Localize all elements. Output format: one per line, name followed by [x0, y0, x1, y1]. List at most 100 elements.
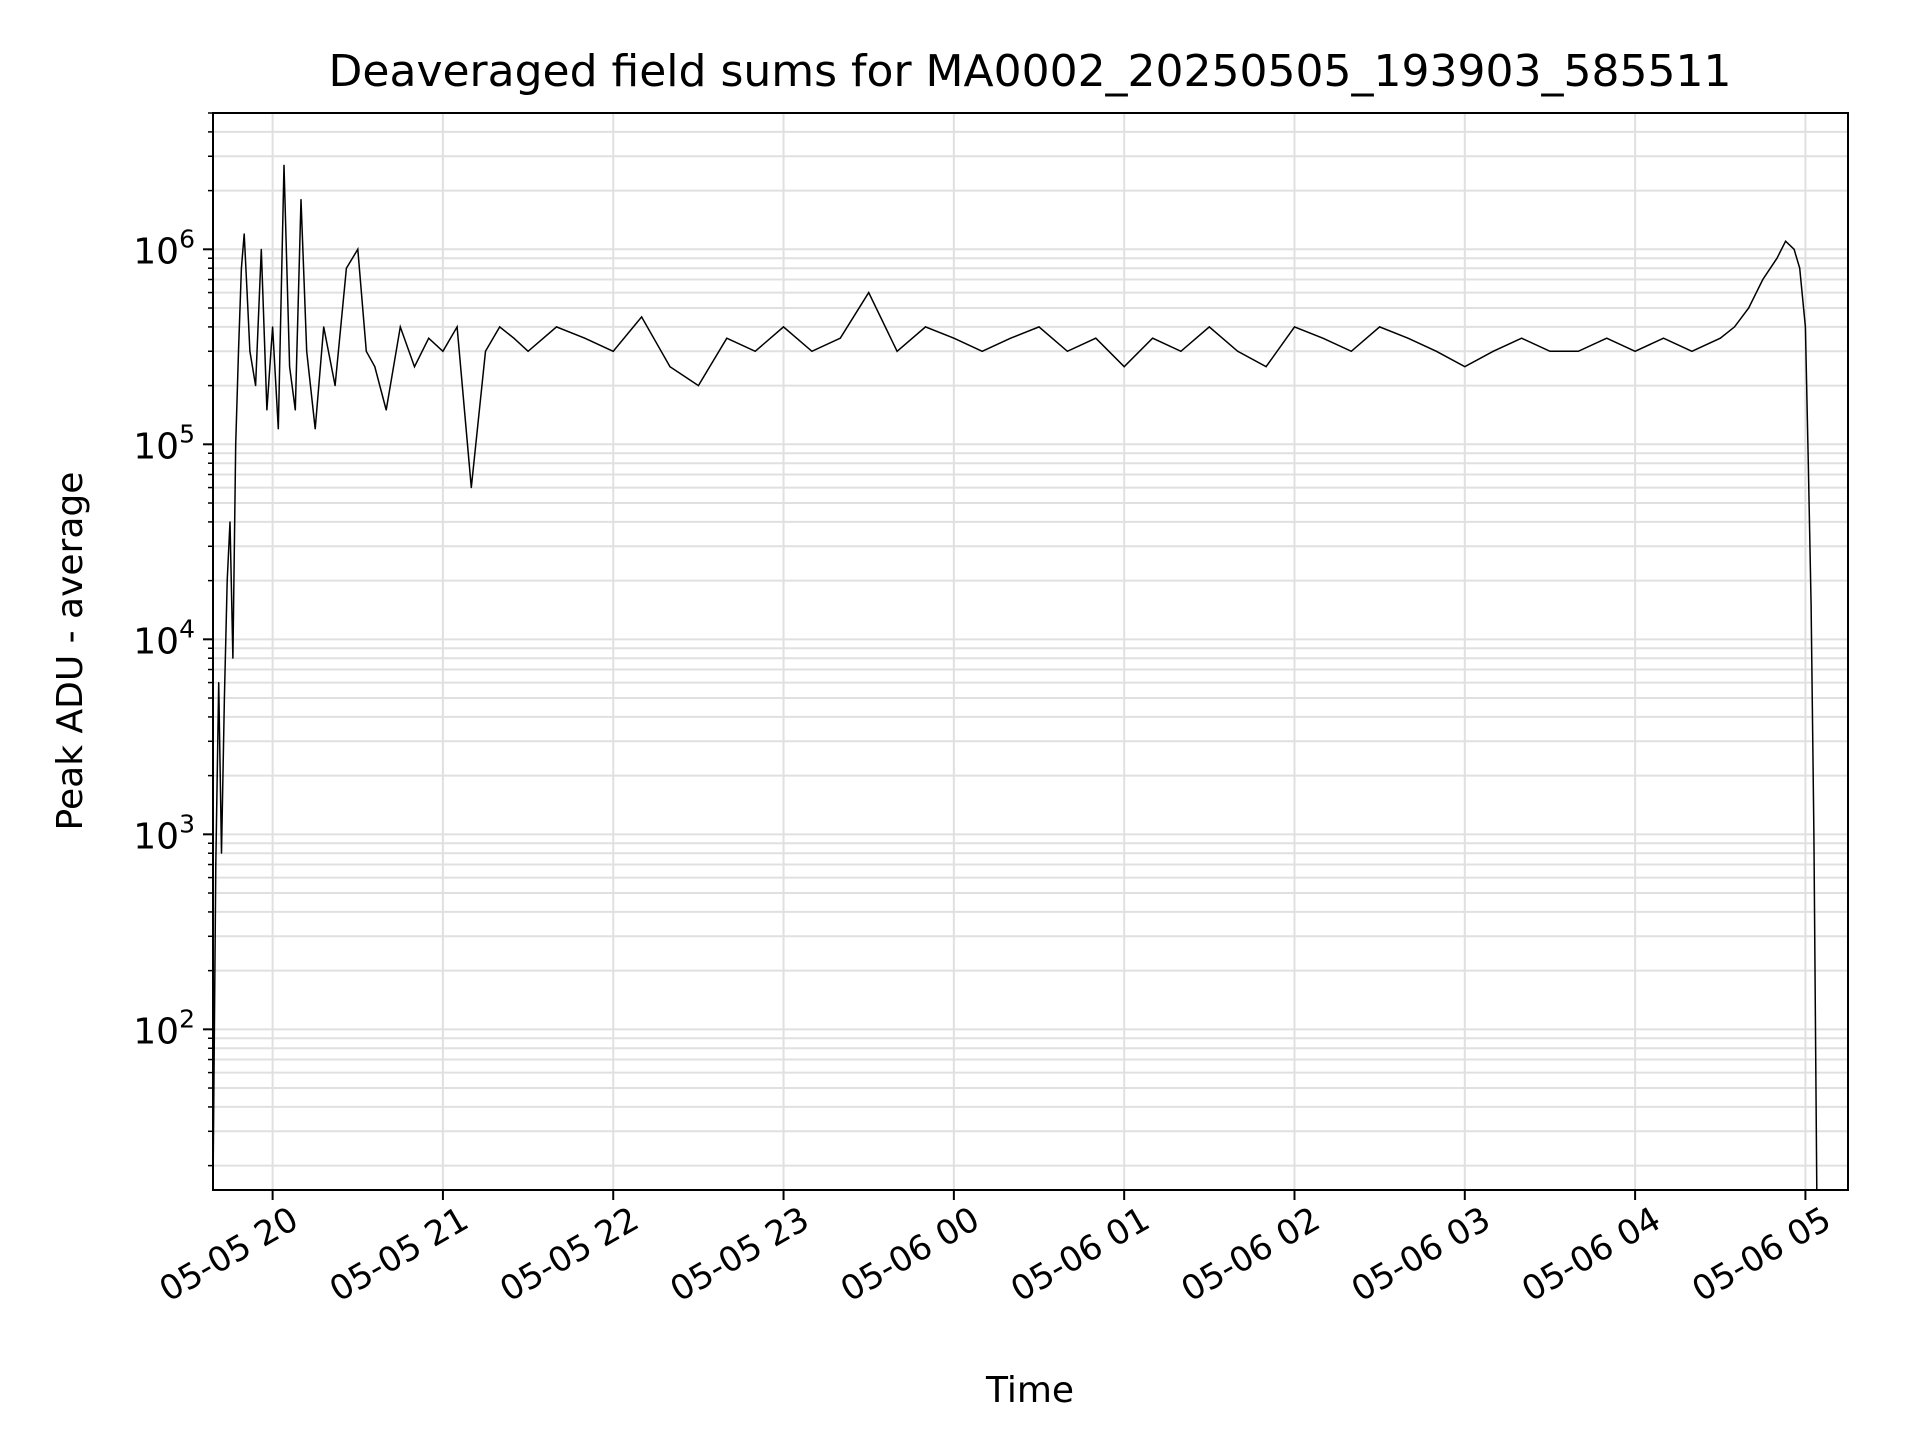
data-point — [1549, 350, 1551, 352]
data-point — [300, 198, 302, 201]
data-point — [218, 682, 220, 684]
data-point — [1407, 337, 1409, 339]
data-point — [260, 248, 262, 250]
data-point — [726, 337, 728, 339]
data-point — [240, 267, 242, 269]
data-point — [1785, 240, 1787, 242]
data-point — [1038, 326, 1040, 328]
data-point — [345, 267, 347, 269]
x-axis-label: Time — [985, 1370, 1074, 1411]
data-point — [357, 248, 359, 250]
data-point — [1577, 350, 1579, 352]
data-point — [1208, 326, 1210, 328]
data-point — [237, 350, 240, 352]
data-point — [1180, 350, 1182, 352]
data-point — [924, 326, 927, 328]
data-point — [1521, 337, 1523, 339]
data-point — [1265, 366, 1267, 368]
data-point — [232, 657, 234, 659]
data-point — [1379, 326, 1381, 328]
data-point — [1691, 350, 1693, 352]
data-point — [1152, 337, 1154, 339]
data-point — [896, 350, 898, 352]
data-point — [413, 366, 416, 368]
data-point — [235, 443, 237, 445]
data-point — [754, 350, 756, 352]
data-point — [229, 521, 231, 523]
data-point — [697, 385, 700, 387]
data-point — [374, 366, 376, 368]
data-point — [1237, 350, 1239, 352]
data-point — [289, 366, 291, 368]
data-point — [555, 326, 558, 328]
data-point — [1095, 337, 1097, 339]
data-point — [1733, 326, 1736, 328]
data-point — [1066, 350, 1068, 352]
data-point — [1799, 267, 1801, 269]
data-point — [584, 337, 586, 339]
data-point — [1606, 337, 1608, 339]
data-point — [215, 863, 217, 866]
data-point — [513, 337, 515, 339]
data-point — [266, 409, 268, 411]
data-point — [612, 350, 614, 352]
data-point — [1813, 833, 1815, 835]
data-point — [811, 350, 813, 352]
data-point — [306, 350, 308, 352]
y-tick-label: 104 — [133, 614, 195, 662]
data-point — [255, 385, 257, 387]
series-layer — [212, 164, 1818, 1191]
data-point — [399, 326, 401, 328]
data-point — [1793, 248, 1795, 250]
data-point — [868, 292, 870, 294]
data-point — [981, 350, 983, 352]
y-tick-label: 105 — [133, 419, 195, 467]
data-point — [527, 350, 529, 352]
y-tick-label: 106 — [133, 224, 195, 272]
data-point — [1435, 350, 1437, 352]
data-point — [246, 292, 248, 294]
data-point — [839, 337, 841, 339]
series-line — [212, 165, 1818, 1191]
data-point — [1762, 278, 1764, 281]
data-point — [1634, 350, 1636, 352]
data-point — [1776, 257, 1778, 259]
data-point — [249, 350, 251, 352]
plot-frame — [212, 112, 1849, 1191]
data-point — [243, 233, 245, 235]
data-point — [385, 409, 387, 411]
data-point — [1464, 366, 1466, 368]
data-point — [294, 409, 296, 411]
data-point — [314, 428, 316, 430]
data-point — [1492, 350, 1494, 352]
data-point — [1010, 337, 1012, 339]
data-point — [1662, 337, 1665, 339]
data-point — [1322, 337, 1324, 339]
data-point — [499, 326, 501, 328]
y-tick-label: 102 — [133, 1004, 195, 1052]
data-point — [669, 366, 671, 368]
data-point — [272, 326, 274, 328]
data-point — [428, 337, 430, 339]
data-point — [1293, 326, 1296, 328]
data-point — [226, 580, 228, 582]
data-point — [442, 350, 444, 352]
data-point — [1804, 326, 1806, 328]
y-axis-label: Peak ADU - average — [50, 472, 91, 831]
data-point — [1719, 337, 1721, 339]
data-point — [283, 164, 285, 166]
data-point — [1807, 462, 1809, 464]
chart-title: Deaveraged field sums for MA0002_2025050… — [329, 46, 1732, 97]
data-point — [220, 852, 223, 854]
data-point — [1123, 366, 1125, 368]
data-point — [1810, 604, 1812, 606]
data-point — [470, 487, 472, 489]
data-point — [1350, 350, 1352, 352]
data-point — [365, 350, 367, 352]
data-point — [953, 337, 955, 339]
y-tick-label: 103 — [133, 809, 195, 857]
data-point — [456, 326, 458, 328]
